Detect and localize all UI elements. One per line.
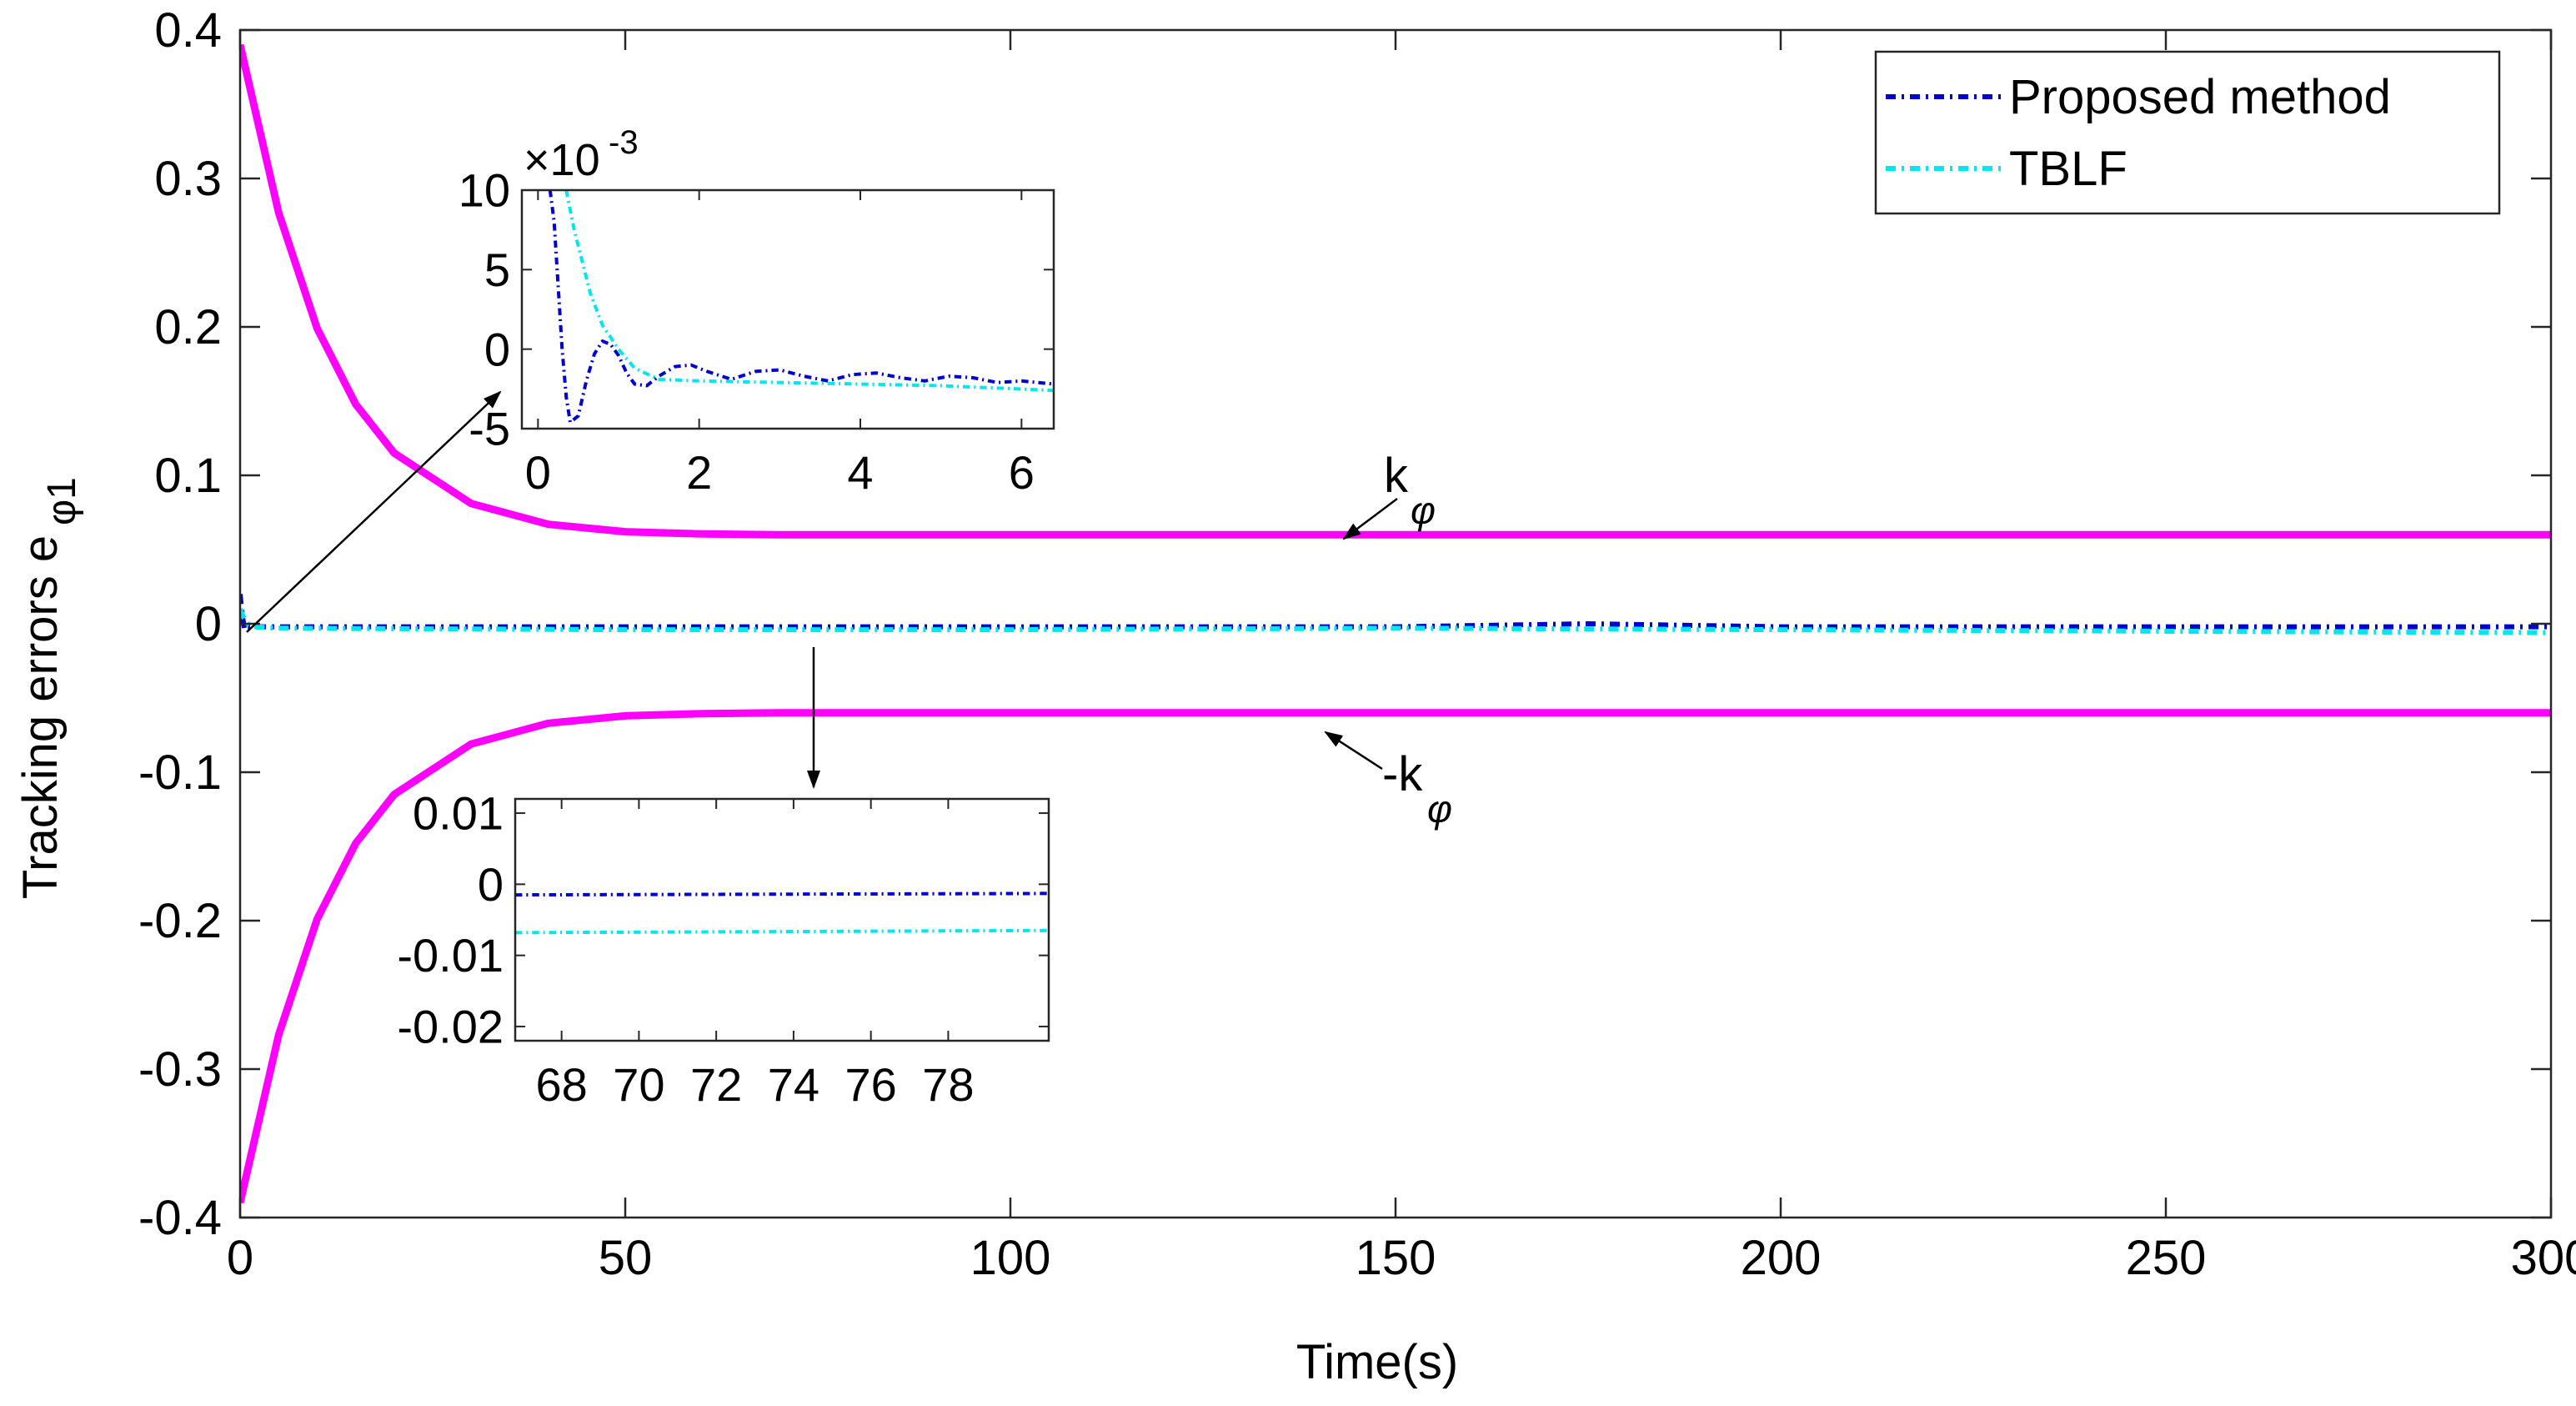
inset-series	[548, 190, 1054, 424]
main-plot: 050100150200250300-0.4-0.3-0.2-0.100.10.…	[138, 3, 2576, 1285]
series-line-1	[240, 709, 2551, 1204]
inset-scale-factor: ×10	[524, 135, 600, 185]
inset-y-tick-label: 0.01	[413, 787, 504, 840]
inset-x-tick-label: 68	[536, 1058, 588, 1111]
x-tick-label: 50	[599, 1231, 653, 1285]
x-tick-label: 200	[1741, 1231, 1822, 1285]
series-line-0	[240, 43, 2551, 539]
annotation-k-phi-sub: φ	[1411, 489, 1436, 532]
x-tick-label: 100	[970, 1231, 1051, 1285]
x-axis-label: Time(s)	[1296, 1335, 1458, 1389]
y-tick-label: -0.1	[138, 746, 222, 800]
inset-x-tick-label: 6	[1009, 446, 1035, 499]
series-line-2	[240, 594, 2551, 633]
inset-x-tick-label: 0	[525, 446, 551, 499]
inset-background	[522, 190, 1054, 429]
inset-late: 68 70 72 74 76 78 -0.02 -0.01 0 0.01	[397, 787, 1050, 1111]
main-series	[240, 43, 2551, 1204]
inset-series	[515, 891, 1049, 935]
annotation-neg-k-phi: -k	[1382, 747, 1423, 801]
legend-label-1: TBLF	[2009, 142, 2127, 196]
y-tick-label: 0.1	[154, 449, 222, 503]
inset-x-tick-label: 4	[847, 446, 873, 499]
inset-series-line-0	[515, 891, 1049, 897]
annotation-k-phi: k	[1384, 449, 1409, 503]
inset-scale-exponent: -3	[609, 124, 639, 161]
legend-box	[1874, 50, 2501, 215]
inset-y-tick-label: 0	[484, 323, 510, 375]
inset-series-line-0	[548, 190, 1054, 424]
legend: Proposed method TBLF	[1874, 50, 2501, 215]
annotation-k-phi-arrow	[1342, 498, 1398, 540]
inset-y-tick-label: -5	[469, 403, 510, 455]
y-tick-label: 0	[195, 597, 222, 651]
inset-y-tick-label: -0.02	[397, 1001, 504, 1053]
inset-y-tick-label: 5	[484, 244, 510, 296]
annotations: kφ-kφ	[246, 390, 1452, 831]
inset-x-tick-label: 74	[768, 1058, 819, 1111]
annotation-neg-k-phi-arrow	[1324, 731, 1383, 771]
x-tick-label: 150	[1356, 1231, 1436, 1285]
annotation-neg-k-phi-sub: φ	[1427, 787, 1452, 831]
inset-x-tick-label: 72	[690, 1058, 742, 1111]
inset-series-line-1	[515, 928, 1049, 935]
y-tick-label: -0.3	[138, 1042, 222, 1097]
y-tick-label: -0.2	[138, 894, 222, 948]
y-tick-label: 0.3	[154, 152, 222, 206]
inset-frame	[520, 188, 1055, 430]
y-axis-label-group: Tracking errors e φ1	[13, 477, 84, 899]
axis-labels: Time(s) Tracking errors e φ1	[13, 477, 1458, 1389]
y-axis-label: Tracking errors e	[13, 535, 68, 899]
legend-label-0: Proposed method	[2009, 70, 2391, 124]
inset-x-tick-label: 76	[845, 1058, 897, 1111]
y-tick-label: -0.4	[138, 1191, 222, 1245]
inset-series-line-1	[564, 190, 1054, 393]
inset-frame	[514, 797, 1050, 1042]
inset-y-tick-label: 0	[478, 858, 504, 911]
inset-y-tick-label: 10	[459, 164, 510, 217]
y-tick-label: 0.4	[154, 3, 222, 58]
inset-x-tick-label: 78	[922, 1058, 974, 1111]
inset-early: 0 2 4 6 -5 0 5 10 ×10 -3	[459, 124, 1055, 499]
series-line-3	[240, 608, 2551, 635]
x-tick-label: 250	[2126, 1231, 2207, 1285]
y-tick-label: 0.2	[154, 300, 222, 354]
inset-y-tick-label: -0.01	[397, 929, 504, 982]
inset-early-pointer	[246, 390, 502, 633]
x-tick-label: 300	[2511, 1231, 2576, 1285]
inset-background	[515, 799, 1049, 1041]
inset-x-tick-label: 2	[686, 446, 712, 499]
x-tick-label: 0	[227, 1231, 253, 1285]
y-axis-label-sub: φ1	[40, 477, 84, 525]
inset-x-tick-label: 70	[613, 1058, 664, 1111]
